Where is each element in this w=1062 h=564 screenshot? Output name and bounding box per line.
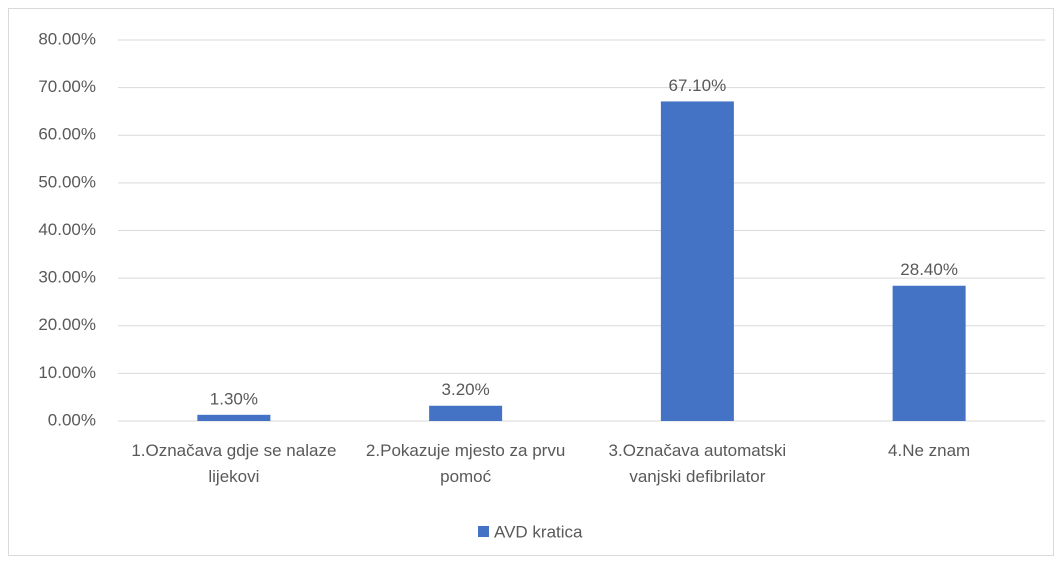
y-tick-label: 40.00% [38, 220, 96, 239]
data-label: 1.30% [210, 389, 258, 408]
y-tick-label: 60.00% [38, 125, 96, 144]
y-tick-label: 70.00% [38, 77, 96, 96]
x-tick-label: 3.Označava automatski vanjski defibrilat… [608, 441, 787, 486]
y-tick-label: 20.00% [38, 315, 96, 334]
legend-swatch [478, 526, 489, 537]
data-label: 3.20% [442, 380, 490, 399]
bar [660, 101, 734, 421]
bar [892, 285, 966, 421]
chart-border [8, 8, 1054, 556]
y-tick-label: 30.00% [38, 268, 96, 287]
bar [197, 414, 271, 421]
x-tick-label: 4.Ne znam [888, 441, 971, 460]
legend-label: AVD kratica [494, 522, 583, 541]
y-tick-label: 50.00% [38, 172, 96, 191]
bar [429, 405, 503, 421]
y-tick-label: 10.00% [38, 363, 96, 382]
data-label: 28.40% [900, 260, 958, 279]
x-tick-label: 1.Označava gdje se nalaze lijekovi [131, 441, 337, 486]
y-tick-label: 0.00% [48, 410, 96, 429]
x-tick-label: 2.Pokazuje mjesto za prvu pomoć [365, 441, 566, 486]
data-label: 67.10% [669, 76, 727, 95]
y-tick-label: 80.00% [38, 29, 96, 48]
